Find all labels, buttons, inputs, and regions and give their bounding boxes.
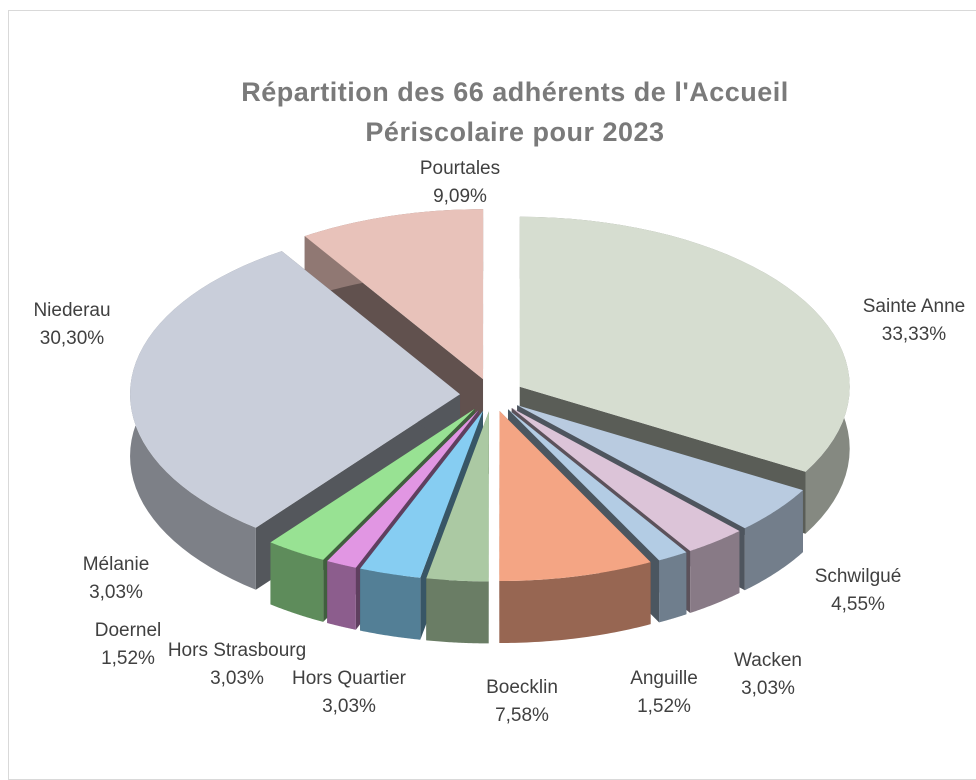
data-label-name: Wacken <box>734 650 802 671</box>
data-label-value: 1,52% <box>101 648 155 669</box>
data-label-name: Anguille <box>630 668 698 689</box>
data-label-value: 3,03% <box>210 668 264 689</box>
data-label-name: Mélanie <box>83 554 150 575</box>
data-label-value: 1,52% <box>637 696 691 717</box>
slice-side <box>327 561 356 630</box>
data-label-name: Pourtales <box>420 158 500 179</box>
data-label-value: 33,33% <box>882 324 947 345</box>
slice-side <box>426 578 488 643</box>
data-label-name: Hors Strasbourg <box>168 640 306 661</box>
data-label-value: 3,03% <box>89 582 143 603</box>
data-label-value: 3,03% <box>322 696 376 717</box>
data-label-name: Hors Quartier <box>292 668 407 689</box>
data-label-value: 3,03% <box>741 678 795 699</box>
data-label-value: 4,55% <box>831 594 885 615</box>
slice-side <box>360 569 420 640</box>
data-label-name: Niederau <box>33 300 110 321</box>
data-label-name: Sainte Anne <box>863 296 965 317</box>
data-label-value: 7,58% <box>495 705 549 726</box>
data-label-name: Schwilgué <box>815 566 902 587</box>
data-label-name: Boecklin <box>486 677 558 698</box>
data-label-value: 30,30% <box>40 328 105 349</box>
slice-side <box>659 552 686 622</box>
data-label-value: 9,09% <box>433 186 487 207</box>
data-label-name: Doernel <box>95 620 162 641</box>
